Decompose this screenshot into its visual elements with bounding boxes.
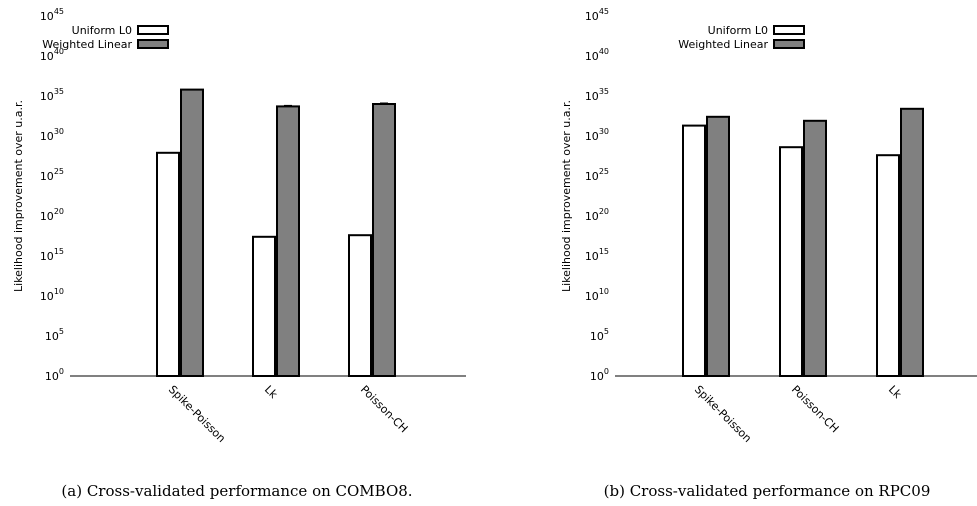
legend-label: Uniform L0 <box>72 24 132 37</box>
bar-uniform-l0 <box>779 146 803 377</box>
x-category-label: Lk <box>262 383 280 401</box>
y-tick-label: 1045 <box>585 7 609 23</box>
y-tick-label: 1025 <box>40 167 64 183</box>
chart-panel-b: 10451040103510301025102010151010105100Li… <box>560 7 977 500</box>
bar-weighted-linear <box>372 103 396 377</box>
y-tick-base: 10 <box>585 90 599 103</box>
figure-caption: (b) Cross-validated performance on RPC09 <box>604 482 931 500</box>
y-tick-label: 1020 <box>40 207 64 223</box>
y-tick-base: 10 <box>40 130 54 143</box>
y-tick-base: 10 <box>585 50 599 63</box>
y-tick-exponent: 20 <box>54 207 64 216</box>
y-tick-label: 100 <box>590 367 609 383</box>
y-tick-label: 1030 <box>585 127 609 143</box>
legend-swatch-weighted <box>773 39 805 49</box>
y-tick-exponent: 40 <box>54 47 64 56</box>
y-axis-label: Likelihood improvement over u.a.r. <box>12 100 25 292</box>
y-tick-exponent: 5 <box>604 327 609 336</box>
legend-label: Uniform L0 <box>708 24 768 37</box>
bar-weighted-linear <box>276 105 300 378</box>
y-tick-base: 10 <box>45 370 59 383</box>
y-tick-exponent: 10 <box>599 287 609 296</box>
y-tick-label: 1010 <box>585 287 609 303</box>
bar-uniform-l0 <box>876 154 900 377</box>
x-category-label: Spike-Poisson <box>692 383 754 445</box>
bar-uniform-l0 <box>682 124 706 377</box>
y-tick-exponent: 35 <box>54 87 64 96</box>
y-tick-label: 1035 <box>585 87 609 103</box>
y-tick-base: 10 <box>585 290 599 303</box>
y-tick-label: 1015 <box>40 247 64 263</box>
legend-swatch-uniform <box>773 25 805 35</box>
y-tick-label: 1045 <box>40 7 64 23</box>
y-tick-exponent: 45 <box>599 7 609 16</box>
y-tick-exponent: 15 <box>599 247 609 256</box>
y-tick-exponent: 25 <box>54 167 64 176</box>
y-tick-label: 1010 <box>40 287 64 303</box>
y-tick-base: 10 <box>585 170 599 183</box>
y-tick-label: 1035 <box>40 87 64 103</box>
chart-panel-a: 10451040103510301025102010151010105100Li… <box>12 7 466 500</box>
x-category-label: Spike-Poisson <box>166 383 228 445</box>
y-tick-label: 1020 <box>585 207 609 223</box>
bar-uniform-l0 <box>156 151 180 377</box>
y-tick-base: 10 <box>40 210 54 223</box>
y-tick-base: 10 <box>585 210 599 223</box>
bar-weighted-linear <box>180 88 204 377</box>
y-tick-exponent: 40 <box>599 47 609 56</box>
y-tick-base: 10 <box>40 10 54 23</box>
y-tick-label: 1040 <box>40 47 64 63</box>
y-tick-base: 10 <box>40 170 54 183</box>
y-tick-base: 10 <box>590 330 604 343</box>
y-tick-base: 10 <box>590 370 604 383</box>
y-tick-exponent: 30 <box>599 127 609 136</box>
y-tick-exponent: 10 <box>54 287 64 296</box>
x-category-label: Poisson-CH <box>358 383 410 435</box>
bar-uniform-l0 <box>252 235 276 377</box>
legend-label: Weighted Linear <box>42 38 132 51</box>
y-tick-exponent: 15 <box>54 247 64 256</box>
bar-uniform-l0 <box>348 234 372 377</box>
bar-weighted-linear <box>900 107 924 378</box>
y-tick-label: 1040 <box>585 47 609 63</box>
y-tick-exponent: 20 <box>599 207 609 216</box>
figure-caption: (a) Cross-validated performance on COMBO… <box>61 482 412 500</box>
x-category-label: Poisson-CH <box>789 383 841 435</box>
x-category-label: Lk <box>886 383 904 401</box>
y-tick-base: 10 <box>45 330 59 343</box>
bar-weighted-linear <box>803 119 827 377</box>
y-tick-exponent: 0 <box>59 367 64 376</box>
legend-swatch-weighted <box>137 39 169 49</box>
y-tick-exponent: 35 <box>599 87 609 96</box>
y-tick-label: 1025 <box>585 167 609 183</box>
y-tick-label: 1015 <box>585 247 609 263</box>
y-tick-base: 10 <box>40 250 54 263</box>
y-tick-base: 10 <box>585 250 599 263</box>
y-tick-label: 105 <box>45 327 64 343</box>
bar-weighted-linear <box>706 115 730 378</box>
y-tick-exponent: 0 <box>604 367 609 376</box>
y-tick-exponent: 25 <box>599 167 609 176</box>
y-tick-exponent: 5 <box>59 327 64 336</box>
legend-label: Weighted Linear <box>678 38 768 51</box>
y-tick-base: 10 <box>585 10 599 23</box>
legend-swatch-uniform <box>137 25 169 35</box>
y-tick-base: 10 <box>40 50 54 63</box>
y-tick-base: 10 <box>40 90 54 103</box>
y-tick-label: 1030 <box>40 127 64 143</box>
y-tick-label: 105 <box>590 327 609 343</box>
y-axis-label: Likelihood improvement over u.a.r. <box>560 100 573 292</box>
y-tick-exponent: 45 <box>54 7 64 16</box>
y-tick-exponent: 30 <box>54 127 64 136</box>
y-tick-label: 100 <box>45 367 64 383</box>
y-tick-base: 10 <box>585 130 599 143</box>
y-tick-base: 10 <box>40 290 54 303</box>
